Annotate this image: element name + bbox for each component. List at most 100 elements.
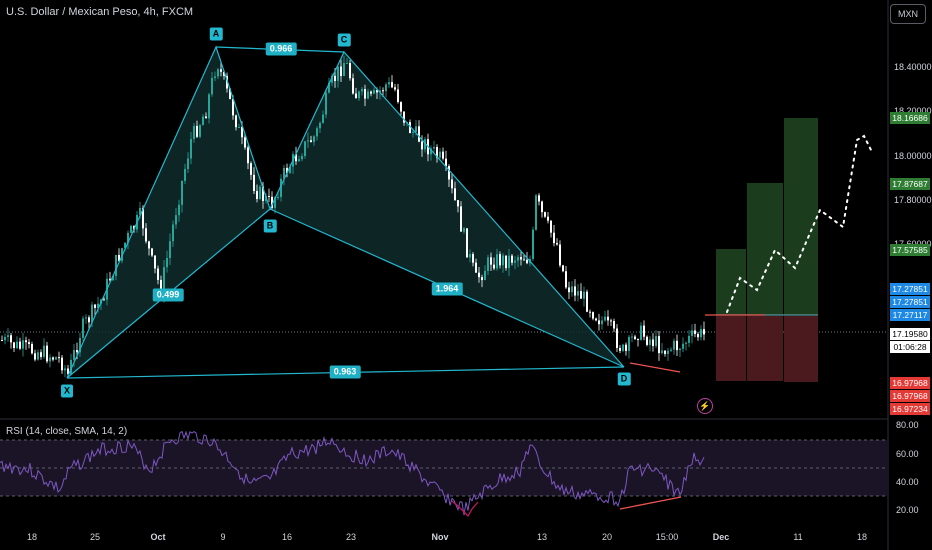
- current-price-badge: 17.19580: [890, 328, 930, 340]
- candle-body: [163, 267, 165, 298]
- candle-body: [646, 336, 648, 345]
- ratio-label-xb[interactable]: 0.499: [152, 288, 184, 302]
- candle-body: [676, 340, 678, 351]
- currency-button[interactable]: MXN: [890, 4, 926, 24]
- candle-body: [499, 254, 501, 266]
- candle-body: [679, 348, 681, 351]
- price-divergence-line[interactable]: [629, 362, 681, 373]
- candle-body: [145, 228, 147, 242]
- price-tick: 18.20000: [894, 106, 932, 116]
- time-tick: Nov: [431, 532, 449, 542]
- candle-body: [259, 186, 261, 200]
- ratio-label-bd[interactable]: 1.964: [431, 282, 463, 296]
- candle-body: [592, 312, 594, 319]
- time-tick: 15:00: [655, 532, 679, 542]
- candle-body: [253, 174, 255, 191]
- candle-body: [436, 147, 438, 158]
- rsi-divergence-line[interactable]: [619, 496, 682, 510]
- pattern-point-x[interactable]: X: [60, 384, 74, 398]
- candle-body: [280, 178, 282, 197]
- pattern-triangle-xab[interactable]: [67, 47, 270, 378]
- candle-body: [640, 325, 642, 340]
- candle-body: [700, 329, 702, 338]
- pattern-point-d[interactable]: D: [617, 372, 631, 386]
- ratio-label-xd[interactable]: 0.963: [329, 365, 361, 379]
- stop-zone-3[interactable]: [784, 316, 818, 382]
- candle-body: [226, 75, 228, 89]
- candle-body: [91, 304, 93, 323]
- price-badge-stop: 16.97234: [890, 403, 930, 415]
- target-zone-3[interactable]: [784, 118, 818, 315]
- candle-body: [415, 126, 417, 132]
- candle-body: [589, 311, 591, 313]
- candle-body: [178, 204, 180, 216]
- candle-body: [661, 350, 663, 354]
- candle-body: [694, 330, 696, 334]
- candle-body: [460, 206, 462, 232]
- stop-zone-2[interactable]: [747, 316, 783, 381]
- candle-body: [184, 168, 186, 181]
- candle-body: [331, 75, 333, 83]
- candle-body: [19, 341, 21, 349]
- time-tick: 9: [220, 532, 226, 542]
- pattern-point-a[interactable]: A: [209, 27, 223, 41]
- candle-body: [241, 127, 243, 138]
- candle-body: [283, 167, 285, 179]
- time-tick: 18: [856, 532, 868, 542]
- price-badge-stop: 16.97968: [890, 390, 930, 402]
- candle-body: [505, 255, 507, 269]
- candle-body: [190, 138, 192, 159]
- candle-body: [610, 320, 612, 322]
- candle-body: [442, 151, 444, 159]
- target-zone-2[interactable]: [747, 183, 783, 315]
- pattern-point-c[interactable]: C: [337, 33, 351, 47]
- candle-body: [10, 335, 12, 343]
- candle-body: [94, 304, 96, 308]
- candle-body: [487, 257, 489, 271]
- candle-body: [457, 200, 459, 207]
- candle-body: [400, 102, 402, 112]
- ratio-label-ac[interactable]: 0.966: [265, 42, 297, 56]
- candle-body: [25, 340, 27, 343]
- candle-body: [583, 291, 585, 299]
- stop-zone-1[interactable]: [716, 316, 746, 381]
- candle-body: [433, 147, 435, 149]
- candle-body: [604, 316, 606, 321]
- pattern-triangle-bcd[interactable]: [270, 52, 624, 367]
- candle-body: [127, 232, 129, 243]
- candle-body: [139, 207, 141, 215]
- candle-body: [424, 139, 426, 150]
- candle-body: [235, 115, 237, 128]
- candle-body: [538, 195, 540, 202]
- candle-body: [298, 159, 300, 162]
- candle-body: [421, 141, 423, 150]
- price-tick: 17.80000: [894, 195, 932, 205]
- price-badge-stop: 16.97968: [890, 377, 930, 389]
- candle-body: [109, 278, 111, 281]
- pattern-point-b[interactable]: B: [263, 219, 277, 233]
- candle-body: [304, 141, 306, 156]
- flash-icon[interactable]: ⚡: [697, 398, 713, 414]
- candle-body: [391, 82, 393, 88]
- candle-body: [481, 277, 483, 281]
- candle-body: [148, 241, 150, 249]
- candle-body: [502, 255, 504, 266]
- price-badge-target-2: 17.87687: [890, 178, 930, 190]
- price-tick: 18.40000: [894, 62, 932, 72]
- candle-body: [658, 336, 660, 354]
- candle-body: [88, 317, 90, 323]
- candle-body: [124, 242, 126, 249]
- candle-body: [268, 195, 270, 197]
- candle-body: [622, 344, 624, 351]
- candle-body: [295, 154, 297, 162]
- target-zone-1[interactable]: [716, 249, 746, 315]
- candle-body: [223, 71, 225, 76]
- candle-body: [601, 320, 603, 325]
- price-badge-entry: 17.27851: [890, 283, 930, 295]
- candle-body: [220, 69, 222, 72]
- candle-body: [568, 287, 570, 293]
- candle-body: [580, 291, 582, 299]
- candle-body: [112, 275, 114, 281]
- candle-body: [31, 344, 33, 354]
